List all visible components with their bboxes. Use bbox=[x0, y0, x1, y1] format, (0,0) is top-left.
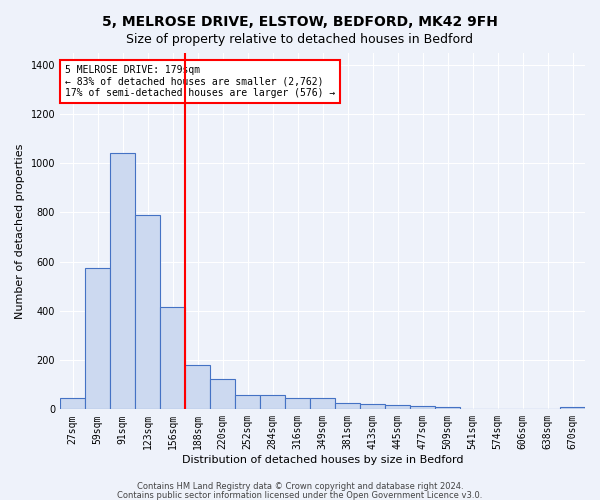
Bar bbox=[385, 405, 410, 409]
Text: 5 MELROSE DRIVE: 179sqm
← 83% of detached houses are smaller (2,762)
17% of semi: 5 MELROSE DRIVE: 179sqm ← 83% of detache… bbox=[65, 65, 335, 98]
Bar bbox=[160, 307, 185, 410]
Bar bbox=[210, 378, 235, 410]
Bar bbox=[85, 268, 110, 410]
Bar bbox=[335, 403, 360, 409]
Y-axis label: Number of detached properties: Number of detached properties bbox=[15, 143, 25, 318]
Bar bbox=[560, 407, 585, 410]
Bar bbox=[185, 365, 210, 410]
Bar bbox=[135, 215, 160, 410]
Bar bbox=[60, 398, 85, 409]
Bar bbox=[110, 154, 135, 410]
Bar bbox=[260, 394, 285, 409]
Text: Contains HM Land Registry data © Crown copyright and database right 2024.: Contains HM Land Registry data © Crown c… bbox=[137, 482, 463, 491]
Bar bbox=[360, 404, 385, 409]
Bar bbox=[235, 394, 260, 409]
X-axis label: Distribution of detached houses by size in Bedford: Distribution of detached houses by size … bbox=[182, 455, 463, 465]
Text: 5, MELROSE DRIVE, ELSTOW, BEDFORD, MK42 9FH: 5, MELROSE DRIVE, ELSTOW, BEDFORD, MK42 … bbox=[102, 15, 498, 29]
Text: Size of property relative to detached houses in Bedford: Size of property relative to detached ho… bbox=[127, 32, 473, 46]
Bar bbox=[410, 406, 435, 410]
Bar bbox=[285, 398, 310, 409]
Bar bbox=[435, 408, 460, 410]
Bar bbox=[310, 398, 335, 409]
Text: Contains public sector information licensed under the Open Government Licence v3: Contains public sector information licen… bbox=[118, 490, 482, 500]
